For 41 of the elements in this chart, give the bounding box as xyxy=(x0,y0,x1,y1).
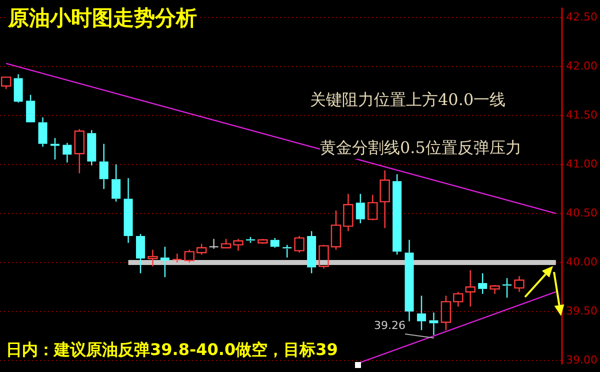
candlestick xyxy=(208,238,219,250)
y-tick-label: 41.50 xyxy=(566,108,598,122)
candlestick xyxy=(124,178,133,244)
candlestick xyxy=(50,137,60,160)
candlestick xyxy=(62,142,72,164)
candlestick xyxy=(417,295,426,331)
candlestick xyxy=(14,74,23,104)
annotation: 关键阻力位置上方40.0一线 xyxy=(310,90,506,111)
candlestick xyxy=(233,238,244,252)
candlestick xyxy=(380,170,390,229)
candlestick xyxy=(465,270,476,308)
candlestick xyxy=(160,246,170,278)
candlestick xyxy=(514,276,524,292)
candlestick xyxy=(112,164,121,202)
annotation: 日内：建议原油反弹39.8-40.0做空，目标39 xyxy=(6,340,338,361)
candlestick xyxy=(307,230,316,274)
candlestick xyxy=(440,295,452,331)
y-tick-label: 39.50 xyxy=(566,304,598,318)
chart-title: 原油小时图走势分析 xyxy=(8,4,197,32)
annotation: 39.26 xyxy=(374,319,406,332)
candlestick xyxy=(490,284,500,294)
candlestick xyxy=(343,193,354,232)
candlestick xyxy=(392,174,402,256)
y-tick-label: 39.00 xyxy=(566,353,598,366)
candlestick xyxy=(38,116,48,148)
y-tick-label: 42.50 xyxy=(566,10,598,24)
candlestick xyxy=(136,233,145,274)
candlestick xyxy=(356,193,365,224)
annotation: 黄金分割线0.5位置反弹压力 xyxy=(320,138,522,159)
candlestick xyxy=(404,239,414,322)
candlestick xyxy=(99,143,108,190)
candlestick xyxy=(74,128,85,174)
y-tick-label: 40.50 xyxy=(566,206,598,220)
candlestick xyxy=(282,244,292,258)
y-tick-label: 40.00 xyxy=(566,255,598,268)
candlestick xyxy=(478,272,488,294)
y-tick-label: 41.00 xyxy=(566,157,598,170)
candlestick xyxy=(453,291,464,308)
candlestick xyxy=(330,210,342,250)
y-tick-label: 42.00 xyxy=(566,59,598,72)
candlestick xyxy=(148,249,158,267)
